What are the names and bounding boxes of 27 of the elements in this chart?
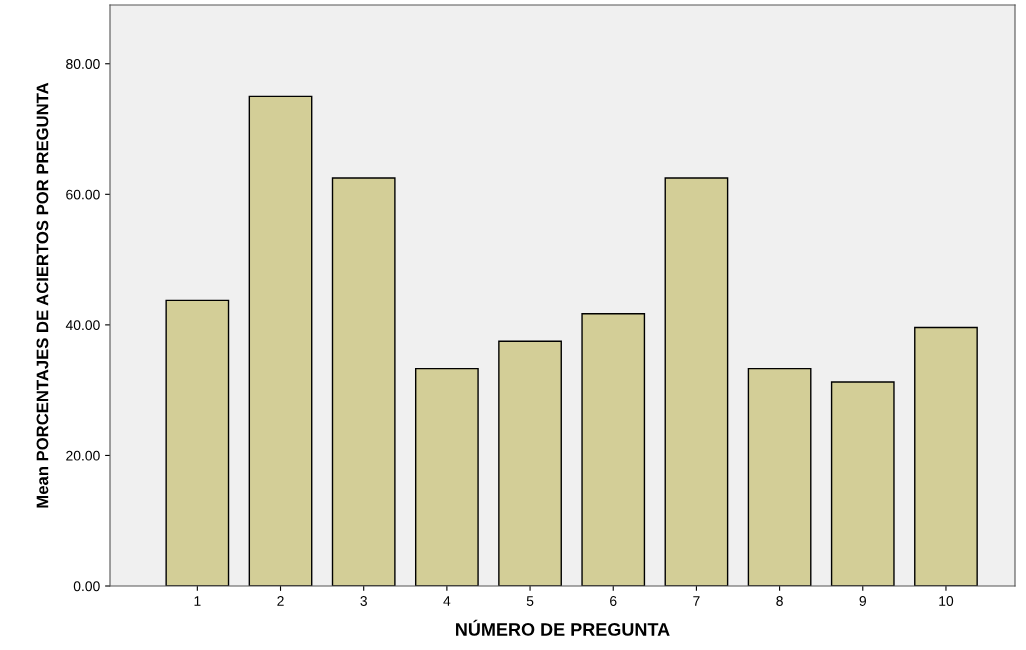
bar <box>830 381 895 586</box>
bar <box>331 177 396 586</box>
x-tick-label: 4 <box>443 596 451 606</box>
x-tick-label: 6 <box>610 596 617 606</box>
y-tick-label: 40.00 <box>65 320 100 331</box>
y-tick-label: 0.00 <box>73 581 100 592</box>
bar <box>747 367 812 586</box>
x-tick-label: 1 <box>194 596 201 606</box>
x-tick-label: 8 <box>776 596 783 606</box>
y-tick-label: 80.00 <box>66 59 100 69</box>
x-tick-label: 7 <box>693 596 700 606</box>
x-tick-label: 2 <box>277 596 284 606</box>
bar <box>664 177 729 586</box>
bar <box>581 313 646 586</box>
y-tick-label: 60.00 <box>66 189 100 200</box>
bar <box>914 326 978 586</box>
bar <box>414 367 479 586</box>
y-axis-title: Mean PORCENTAJES DE ACIERTOS POR PREGUNTA <box>36 82 49 508</box>
x-tick-label: 5 <box>526 596 534 606</box>
bar <box>248 95 313 586</box>
x-tick-label: 10 <box>939 596 954 606</box>
bar <box>498 340 562 586</box>
x-tick-label: 3 <box>360 596 367 606</box>
bar <box>165 299 230 586</box>
x-axis-title: NÚMERO DE PREGUNTA <box>456 619 670 636</box>
x-tick-label: 9 <box>859 596 866 606</box>
y-tick-label: 20.00 <box>66 450 100 461</box>
